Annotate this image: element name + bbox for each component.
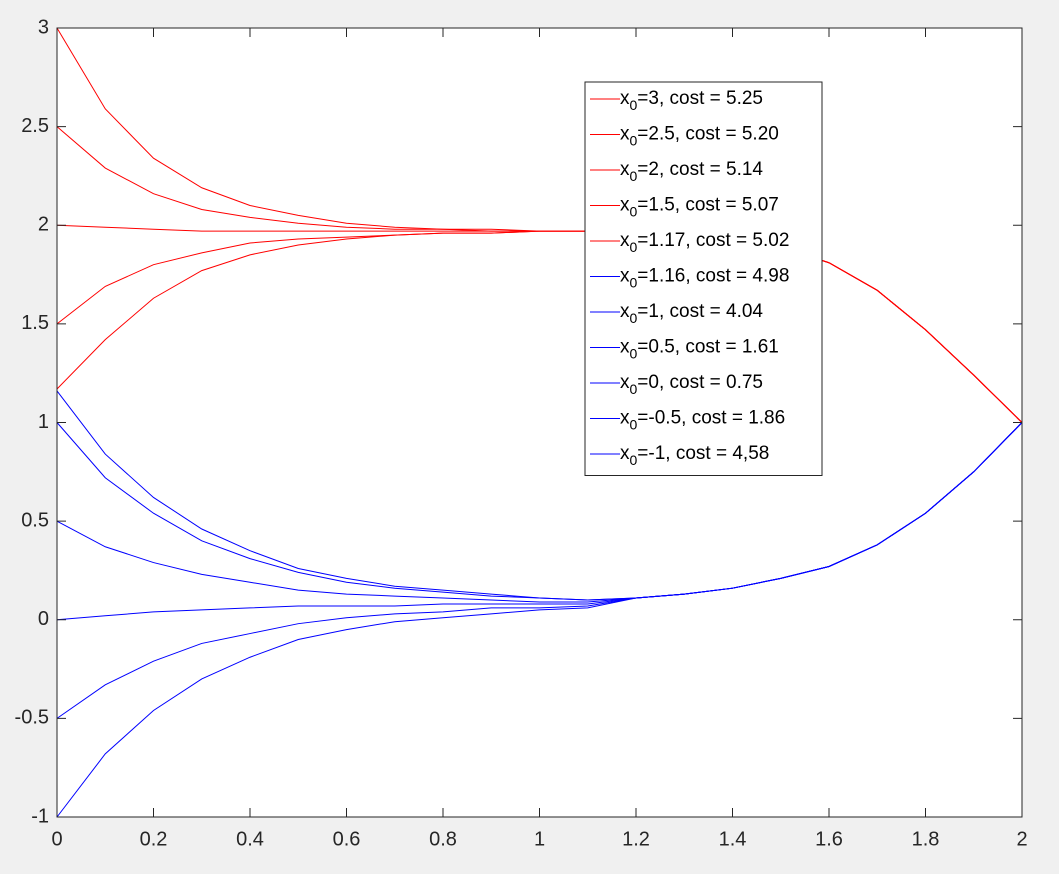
data-line: [56, 230, 1023, 423]
legend-label: x0=2, cost = 5.14: [620, 159, 763, 184]
legend-label: x0=1, cost = 4.04: [620, 301, 763, 326]
x-tick-label: 1: [534, 828, 545, 850]
x-tick-label: 1.2: [622, 828, 650, 850]
x-tick-label: 0.8: [429, 828, 457, 850]
x-tick-label: 1.6: [815, 828, 843, 850]
y-tick-label: 3: [38, 16, 49, 38]
y-tick-label: 0.5: [21, 509, 49, 531]
y-tick-label: 1.5: [21, 312, 49, 334]
legend-label: x0=1.5, cost = 5.07: [620, 195, 779, 220]
y-tick-label: 2.5: [21, 115, 49, 137]
y-tick-label: 0: [38, 608, 49, 630]
x-tick-label: 1.8: [912, 828, 940, 850]
y-tick-label: 1: [38, 411, 49, 433]
legend-label: x0=0, cost = 0.75: [620, 372, 763, 397]
y-tick-label: 2: [38, 214, 49, 236]
x-tick-label: 0.6: [333, 828, 361, 850]
x-tick-label: 0: [51, 828, 62, 850]
x-tick-label: 0.4: [236, 828, 264, 850]
plot-area: [57, 28, 1022, 817]
legend: x0=3, cost = 5.25 x0=2.5, cost = 5.20 x0=2…: [584, 81, 823, 476]
legend-box: [584, 81, 823, 476]
legend-label: x0=3, cost = 5.25: [620, 88, 763, 113]
x-tick-label: 2: [1016, 828, 1027, 850]
legend-label: x0=-0.5, cost = 1.86: [620, 408, 785, 433]
y-tick-label: -0.5: [15, 707, 49, 729]
data-line: [56, 422, 1023, 818]
y-tick-label: -1: [31, 805, 49, 827]
legend-label: x0=2.5, cost = 5.20: [620, 124, 779, 149]
x-tick-label: 1.4: [719, 828, 747, 850]
legend-label: x0=0.5, cost = 1.61: [620, 337, 779, 362]
legend-label: x0=1.17, cost = 5.02: [620, 230, 789, 255]
legend-label: x0=1.16, cost = 4.98: [620, 266, 789, 291]
legend-label: x0=-1, cost = 4,58: [620, 443, 769, 468]
x-tick-label: 0.2: [140, 828, 168, 850]
